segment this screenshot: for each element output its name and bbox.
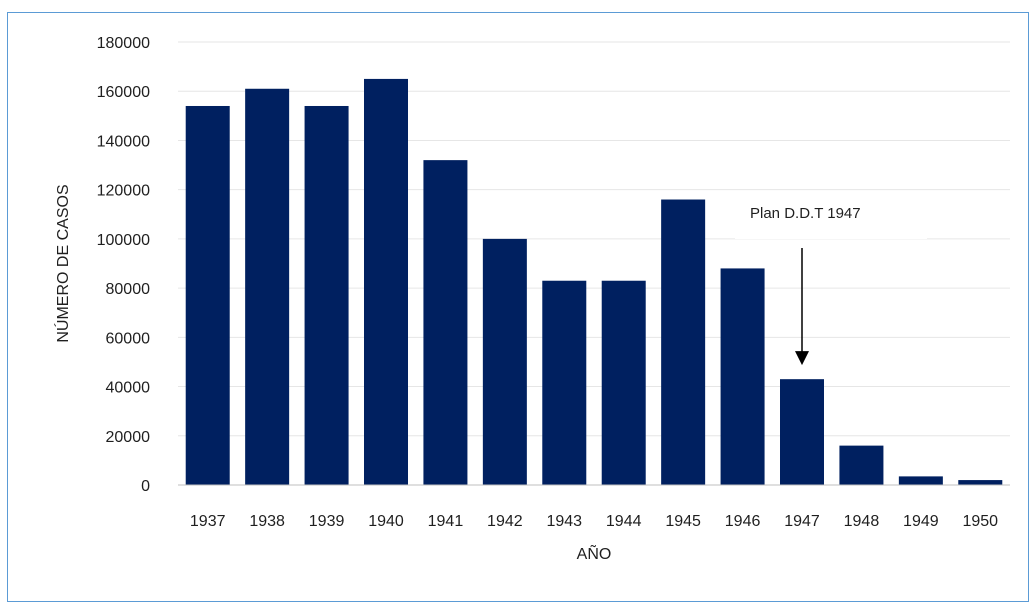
x-tick-label: 1944	[606, 513, 642, 530]
bar-1937	[185, 105, 230, 485]
bar-1938	[245, 88, 290, 485]
x-axis-title: AÑO	[577, 543, 612, 563]
bar-1947	[780, 379, 824, 485]
x-tick-label: 1947	[784, 513, 820, 530]
x-tick-label: 1950	[962, 513, 998, 530]
x-tick-label: 1946	[725, 513, 761, 530]
x-tick-label: 1949	[903, 513, 939, 530]
x-tick-label: 1943	[546, 513, 582, 530]
bar-1943	[542, 280, 587, 485]
y-tick-label: 20000	[106, 429, 151, 446]
x-tick-label: 1941	[428, 513, 464, 530]
y-tick-label: 0	[141, 478, 150, 495]
y-axis-title: NÚMERO DE CASOS	[53, 184, 72, 342]
annotation-arrow-head	[795, 351, 809, 366]
y-tick-label: 60000	[106, 330, 151, 347]
y-tick-label: 100000	[97, 232, 150, 249]
y-tick-label: 180000	[97, 35, 150, 52]
x-tick-label: 1945	[665, 513, 701, 530]
y-tick-label: 160000	[97, 84, 150, 101]
x-tick-label: 1940	[368, 513, 404, 530]
y-tick-label: 140000	[97, 133, 150, 150]
bar-1946	[720, 268, 765, 485]
bar-1939	[304, 105, 349, 485]
annotation-background	[735, 195, 927, 239]
y-tick-label: 80000	[106, 281, 151, 298]
annotation-text: Plan D.D.T 1947	[750, 205, 861, 222]
x-tick-label: 1948	[844, 513, 880, 530]
x-tick-labels: 1937 1938 1939 1940 1941 1942 1943 1944 1945 1946…	[190, 513, 998, 530]
x-tick-label: 1939	[309, 513, 345, 530]
y-tick-labels: 0 20000 40000 60000 80000 100000 120000 140000 1…	[97, 35, 150, 495]
bar-1944	[601, 280, 646, 485]
y-tick-label: 40000	[106, 380, 151, 397]
bar-1941	[423, 160, 468, 485]
x-tick-label: 1938	[249, 513, 285, 530]
bar-1945	[661, 199, 706, 485]
bar-1942	[482, 238, 527, 485]
x-tick-label: 1937	[190, 513, 226, 530]
bar-1950	[958, 480, 1003, 485]
bar-1949	[898, 476, 943, 485]
bar-1948	[839, 445, 884, 485]
bars	[185, 78, 1003, 486]
y-tick-label: 120000	[97, 183, 150, 200]
x-tick-label: 1942	[487, 513, 523, 530]
bar-1940	[364, 78, 408, 486]
